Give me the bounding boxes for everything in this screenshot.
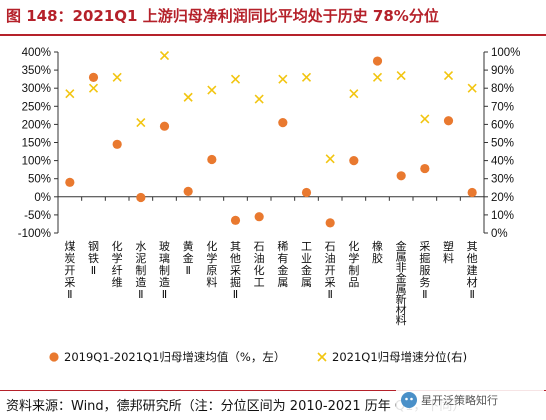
y-left-tick-label: 100% <box>22 156 51 168</box>
x-tick-label: 橡胶 <box>372 240 383 265</box>
y-right-tick-label: 50% <box>491 138 514 150</box>
data-point-mean-growth <box>278 117 288 128</box>
x-tick-label: 煤炭开采 Ⅱ <box>64 240 75 301</box>
data-point-percentile <box>207 85 217 95</box>
data-point-percentile <box>136 118 146 128</box>
data-point-percentile <box>65 89 75 99</box>
watermark: 星开泛策略知行 <box>396 380 544 420</box>
data-point-mean-growth <box>467 187 477 198</box>
data-point-mean-growth <box>159 121 170 131</box>
x-tick-label: 黄金 Ⅱ <box>183 239 194 277</box>
data-point-percentile <box>88 83 99 93</box>
y-right-tick-label: 40% <box>491 156 514 168</box>
x-tick-label: 化学制品 <box>348 239 359 289</box>
x-tick-label: 其他建材 Ⅱ <box>467 240 478 301</box>
data-point-mean-growth <box>254 212 264 222</box>
y-right-tick-label: 80% <box>491 83 514 95</box>
y-left-tick-label: 350% <box>22 65 51 77</box>
data-point-mean-growth <box>420 163 430 174</box>
data-point-percentile <box>467 83 477 93</box>
y-left-tick-label: 400% <box>22 47 51 59</box>
y-right-tick-label: 20% <box>491 192 514 204</box>
x-tick-label: 采掘服务 Ⅱ <box>419 240 430 301</box>
source-note: 资料来源：Wind，德邦研究所（注：分位区间为 2010-2021 历年 Q1，… <box>6 399 466 414</box>
y-right-tick-label: 60% <box>491 119 514 131</box>
data-point-mean-growth <box>183 186 193 196</box>
chart-title: 图 148：2021Q1 上游归母净利润同比平均处于历史 78%分位 <box>6 7 439 25</box>
x-tick-label: 化学纤维 <box>112 239 123 289</box>
data-point-percentile <box>325 154 335 164</box>
y-right-tick-label: 30% <box>491 174 514 186</box>
data-point-percentile <box>159 51 170 61</box>
watermark-text: 星开泛策略知行 <box>421 394 498 407</box>
data-point-mean-growth <box>230 215 241 225</box>
y-left-tick-label: -100% <box>18 228 51 240</box>
y-left-tick-label: 0% <box>34 192 51 204</box>
y-right-tick-label: 70% <box>491 101 514 113</box>
data-point-mean-growth <box>207 154 217 165</box>
x-tick-label: 塑料 <box>443 239 454 265</box>
y-left-tick-label: -50% <box>24 210 51 222</box>
x-tick-label: 钢铁 Ⅱ <box>88 240 99 277</box>
y-left-tick-label: 150% <box>22 138 51 150</box>
data-point-percentile <box>443 70 454 81</box>
data-point-percentile <box>230 74 241 84</box>
data-point-mean-growth <box>396 171 406 181</box>
legend-label-percentile: 2021Q1归母增速分位(右) <box>332 350 467 364</box>
data-point-percentile <box>183 92 193 102</box>
x-tick-label: 金属非金属新材料 <box>396 239 407 327</box>
data-point-percentile <box>278 74 288 84</box>
legend-label-mean-growth: 2019Q1-2021Q1归母增速均值（%，左） <box>64 350 285 364</box>
y-right-tick-label: 100% <box>491 47 520 59</box>
data-point-mean-growth <box>443 116 454 126</box>
data-point-percentile <box>396 70 406 81</box>
y-left-tick-label: 200% <box>22 119 51 131</box>
data-point-mean-growth <box>88 72 99 82</box>
source-rule <box>0 390 546 391</box>
y-left-tick-label: 250% <box>22 101 51 113</box>
y-right-tick-label: 10% <box>491 210 514 222</box>
x-tick-label: 石油化工 <box>254 240 265 289</box>
x-tick-label: 化学原料 <box>206 239 217 289</box>
data-point-mean-growth <box>372 56 383 66</box>
x-tick-label: 水泥制造 Ⅱ <box>135 240 146 301</box>
y-right-tick-label: 0% <box>491 228 508 240</box>
x-tick-label: 稀有金属 <box>277 240 288 289</box>
data-point-percentile <box>372 72 383 82</box>
data-point-mean-growth <box>325 218 335 228</box>
y-left-tick-label: 300% <box>22 83 51 95</box>
data-point-percentile <box>254 94 264 104</box>
data-point-percentile <box>420 114 430 124</box>
x-tick-label: 玻璃制造 Ⅱ <box>159 240 170 301</box>
data-point-mean-growth <box>65 177 75 187</box>
x-tick-label: 其他采掘 Ⅱ <box>230 240 241 301</box>
data-point-percentile <box>349 89 359 99</box>
legend-marker-percentile <box>317 352 327 362</box>
data-point-mean-growth <box>349 156 359 166</box>
chart: 400% 350% 300% 250% 200% 150% 100% 50% 0% -50% -10… <box>18 47 521 364</box>
data-point-mean-growth <box>301 187 312 198</box>
legend-marker-mean-growth <box>49 352 59 362</box>
x-tick-label: 石油开采 Ⅱ <box>325 240 336 301</box>
wechat-logo-icon <box>401 392 417 408</box>
data-point-mean-growth <box>112 139 122 149</box>
y-right-tick-label: 90% <box>491 65 514 77</box>
x-tick-label: 工业金属 <box>301 240 312 289</box>
title-rule <box>0 34 546 36</box>
data-point-percentile <box>301 72 312 82</box>
y-left-tick-label: 50% <box>28 174 51 186</box>
data-point-mean-growth <box>136 192 146 203</box>
data-point-percentile <box>112 72 122 82</box>
